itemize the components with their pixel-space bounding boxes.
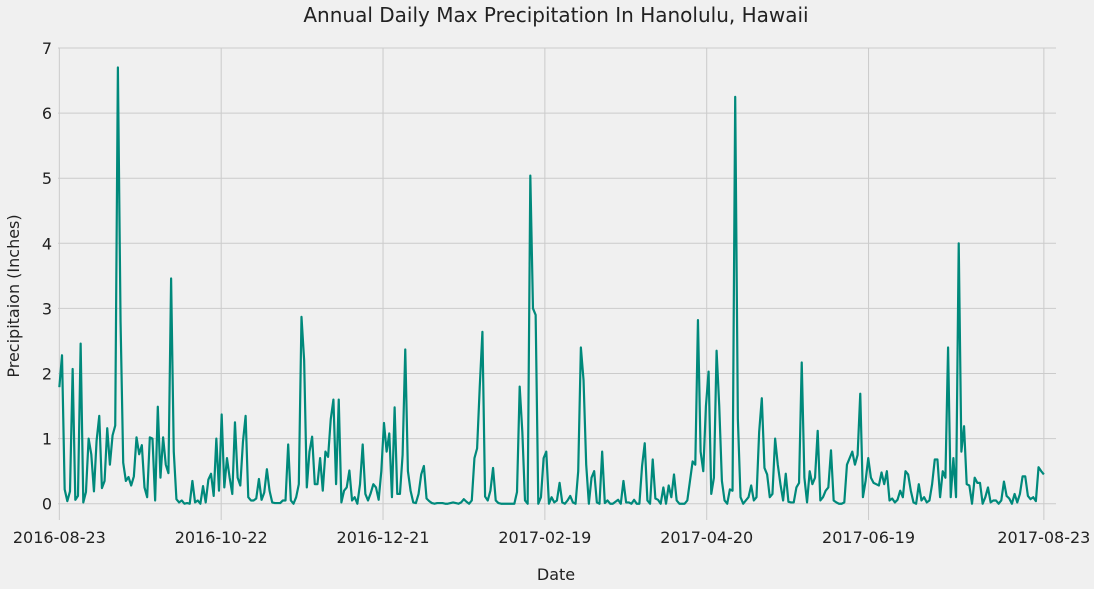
y-tick-label: 6 [42, 104, 52, 123]
chart-title: Annual Daily Max Precipitation In Hanolu… [303, 3, 808, 27]
y-axis-ticks: 0 1 2 3 4 5 6 7 [42, 39, 52, 514]
y-tick-label: 4 [42, 234, 52, 253]
x-tick-label: 2016-08-23 [13, 528, 106, 547]
x-tick-label: 2016-10-22 [175, 528, 268, 547]
x-axis-ticks: 2016-08-23 2016-10-22 2016-12-21 2017-02-19… [13, 528, 1090, 547]
x-tick-label: 2017-04-20 [660, 528, 753, 547]
x-tick-label: 2017-06-19 [822, 528, 915, 547]
y-axis-label: Precipitaion (Inches) [4, 214, 23, 377]
y-tick-label: 2 [42, 365, 52, 384]
series-line [58, 66, 1045, 505]
y-tick-label: 1 [42, 430, 52, 449]
x-axis-label: Date [537, 565, 575, 584]
x-tick-label: 2016-12-21 [337, 528, 430, 547]
y-tick-label: 5 [42, 169, 52, 188]
y-tick-label: 7 [42, 39, 52, 58]
x-tick-label: 2017-08-23 [997, 528, 1090, 547]
grid-lines [58, 47, 1056, 520]
y-tick-label: 3 [42, 299, 52, 318]
y-tick-label: 0 [42, 495, 52, 514]
data-series [58, 66, 1045, 505]
x-tick-label: 2017-02-19 [498, 528, 591, 547]
